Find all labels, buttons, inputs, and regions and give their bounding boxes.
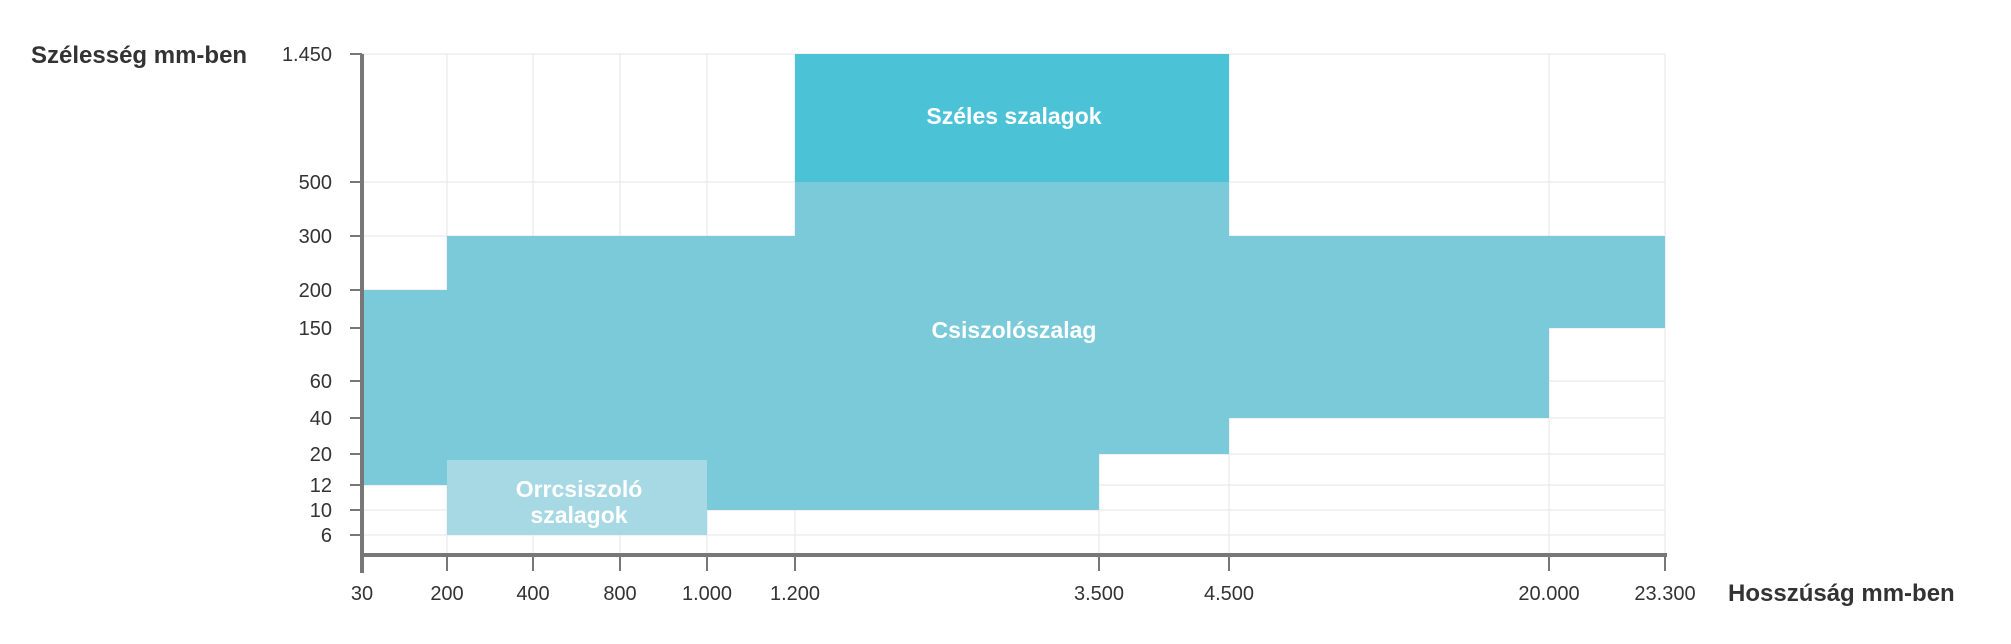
- region-orrcsiszolo-szalagok: [447, 460, 707, 535]
- y-tick-label: 500: [299, 172, 332, 194]
- x-axis-title: Hosszúság mm-ben: [1728, 580, 1955, 607]
- y-tick-label: 10: [310, 500, 332, 522]
- region-label-orrcsiszolo-szalagok: Orrcsiszoló: [516, 476, 643, 502]
- y-tick-label: 12: [310, 475, 332, 497]
- x-tick-label: 1.000: [682, 583, 732, 605]
- tick-labels: 30 200 400 800 1.000 1.200 3.500 4.500 20.000 23.…: [282, 44, 1696, 605]
- y-tick-label: 40: [310, 408, 332, 430]
- x-tick-label: 20.000: [1518, 583, 1579, 605]
- x-tick-label: 400: [516, 583, 549, 605]
- region-csiszoloszalag: [362, 182, 1665, 535]
- axes: [350, 53, 1667, 573]
- region-labels: Csiszolószalag Széles szalagok Orrcsiszoló…: [516, 103, 1102, 528]
- y-tick-label: 1.450: [282, 44, 332, 66]
- region-szeles-szalagok: [795, 54, 1229, 182]
- region-label-csiszoloszalag: Csiszolószalag: [932, 317, 1097, 343]
- x-tick-label: 800: [603, 583, 636, 605]
- x-tick-label: 1.200: [770, 583, 820, 605]
- x-tick-label: 3.500: [1074, 583, 1124, 605]
- region-label-szeles-szalagok: Széles szalagok: [926, 103, 1101, 129]
- x-tick-label: 30: [351, 583, 373, 605]
- region-label-orrcsiszolo-szalagok: szalagok: [530, 502, 627, 528]
- x-tick-label: 23.300: [1634, 583, 1695, 605]
- y-tick-label: 6: [321, 525, 332, 547]
- y-tick-label: 60: [310, 371, 332, 393]
- y-tick-label: 200: [299, 280, 332, 302]
- x-tick-label: 4.500: [1204, 583, 1254, 605]
- y-tick-label: 20: [310, 444, 332, 466]
- y-tick-label: 150: [299, 318, 332, 340]
- regions: [362, 54, 1665, 535]
- x-tick-label: 200: [430, 583, 463, 605]
- y-tick-label: 300: [299, 226, 332, 248]
- y-axis-title: Szélesség mm-ben: [31, 42, 247, 69]
